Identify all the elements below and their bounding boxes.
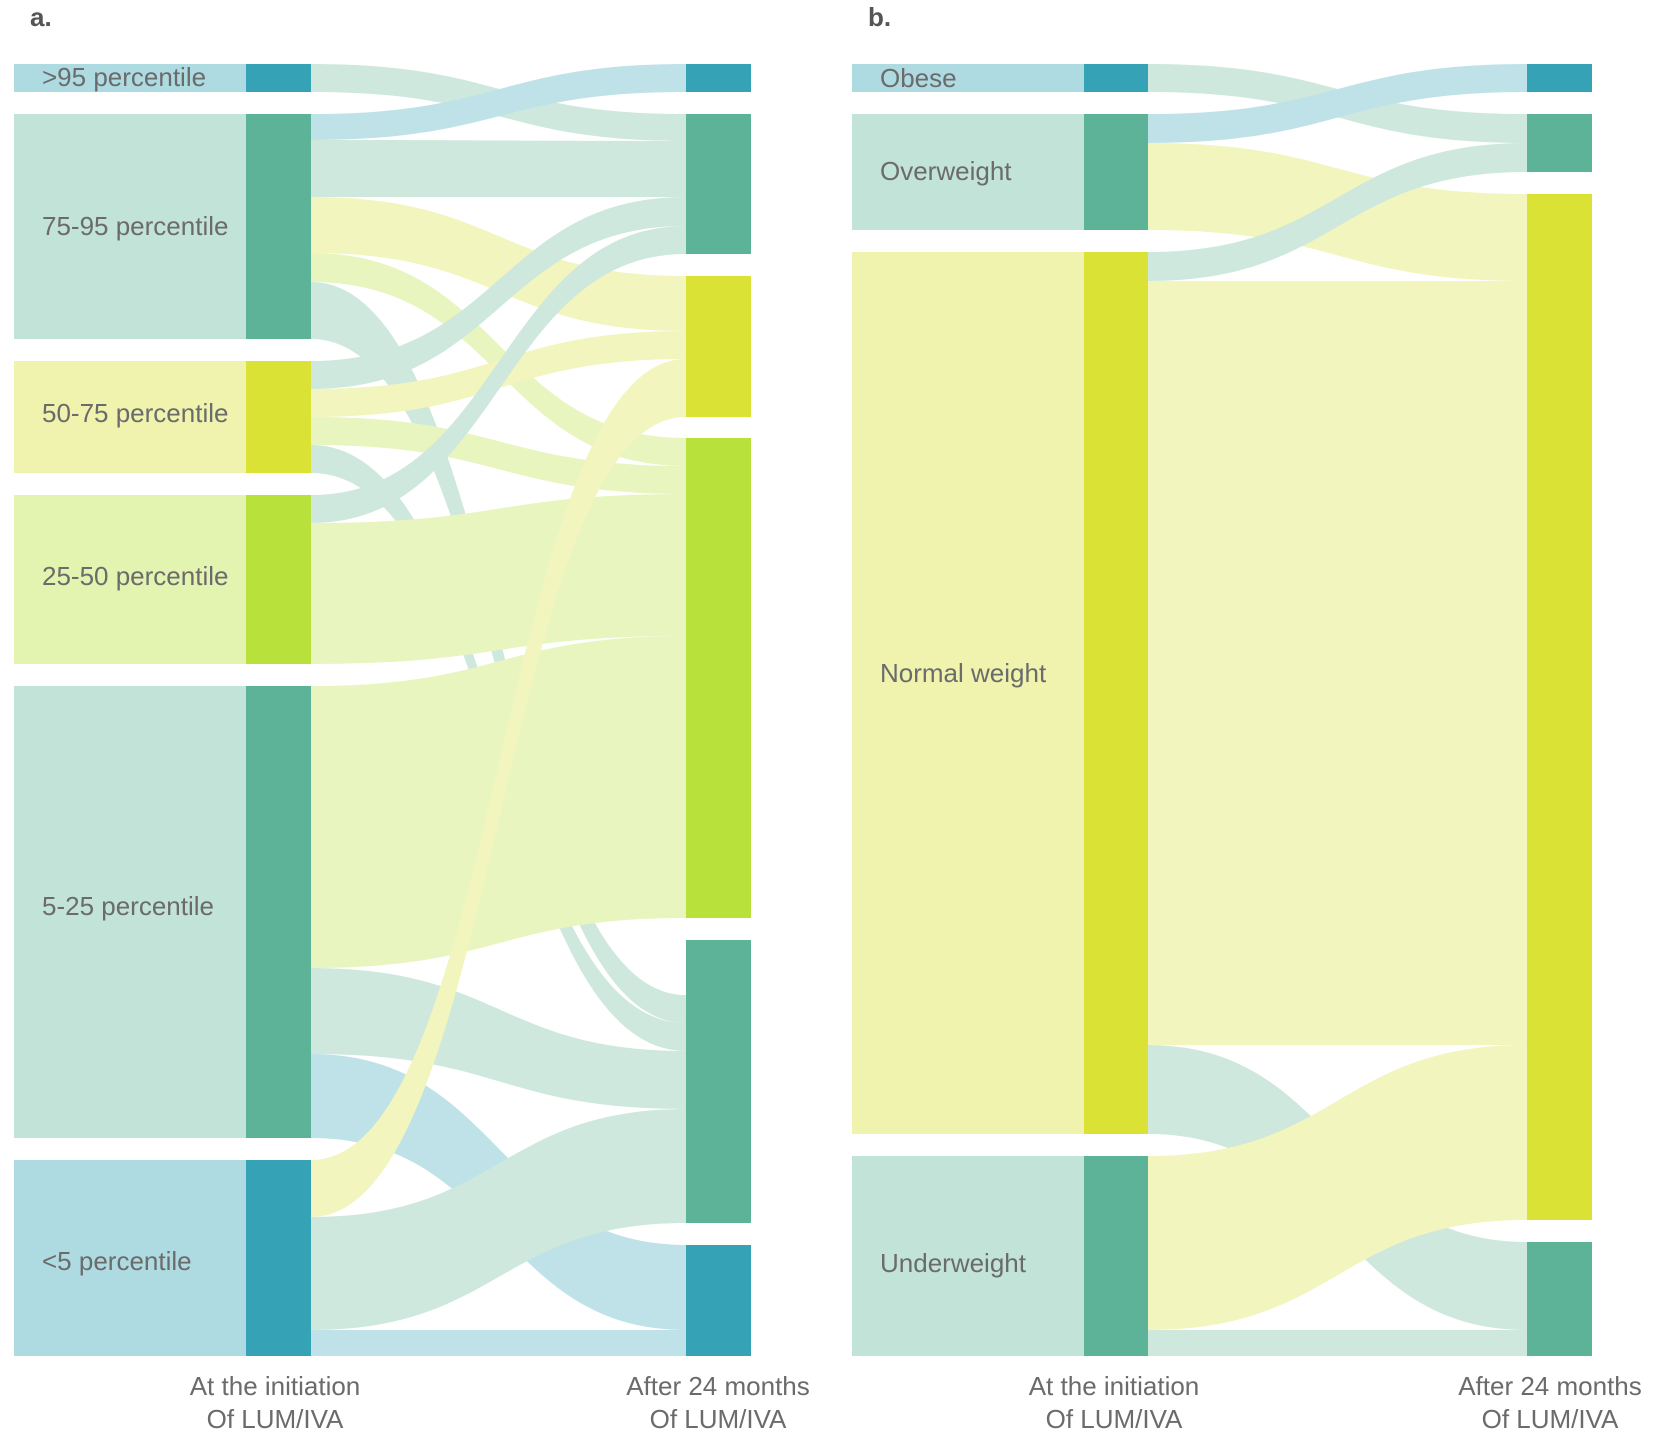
label-a-lt5: <5 percentile [42, 1246, 192, 1276]
node-a-right-gt95 [686, 64, 751, 92]
panel-a-right-nodes [686, 64, 751, 1356]
node-a-right-50-75 [686, 276, 751, 417]
axis-b-right-line1: After 24 months [1458, 1371, 1642, 1401]
flow-b-underweight-to-normal [1148, 1045, 1527, 1330]
node-a-left-25-50 [246, 495, 311, 664]
band-a-25-50 [14, 495, 246, 664]
band-a-5-25 [14, 686, 246, 1138]
band-a-lt5 [14, 1160, 246, 1356]
flow-a-75-95-to-25-50 [311, 253, 686, 466]
node-a-right-25-50 [686, 438, 751, 918]
panel-a-labels: >95 percentile 75-95 percentile 50-75 pe… [42, 62, 228, 1276]
axis-a-left-line1: At the initiation [190, 1371, 361, 1401]
node-a-right-75-95 [686, 114, 751, 254]
band-a-75-95 [14, 114, 246, 339]
node-a-left-75-95 [246, 114, 311, 339]
flow-a-75-95-to-gt95 [311, 64, 686, 140]
band-b-normal [852, 252, 1084, 1134]
axis-b-left-line1: At the initiation [1029, 1371, 1200, 1401]
panel-b-letter: b. [868, 2, 891, 32]
panel-a: a. [14, 2, 810, 1434]
node-a-left-lt5 [246, 1160, 311, 1356]
label-b-normal: Normal weight [880, 658, 1047, 688]
label-b-underweight: Underweight [880, 1248, 1027, 1278]
band-b-obese [852, 64, 1084, 92]
flow-a-75-95-to-5-25 [311, 282, 686, 1023]
node-b-right-overweight [1527, 114, 1592, 172]
axis-b-left-line2: Of LUM/IVA [1046, 1404, 1183, 1434]
label-b-obese: Obese [880, 63, 957, 93]
node-a-right-lt5 [686, 1245, 751, 1356]
label-a-gt95: >95 percentile [42, 62, 206, 92]
node-a-left-gt95 [246, 64, 311, 92]
panel-a-left-bands [14, 64, 246, 1356]
flow-a-25-50-to-25-50 [311, 494, 686, 664]
node-b-left-normal [1084, 252, 1148, 1134]
band-a-50-75 [14, 361, 246, 473]
node-b-left-underweight [1084, 1156, 1148, 1356]
flow-a-lt5-to-lt5 [311, 1330, 686, 1356]
panel-b-left-nodes [1084, 64, 1148, 1356]
node-b-left-obese [1084, 64, 1148, 92]
flow-a-25-50-to-75-95 [311, 226, 686, 523]
node-b-right-underweight [1527, 1242, 1592, 1356]
axis-a-right-line1: After 24 months [626, 1371, 810, 1401]
panel-a-flows [311, 64, 686, 1356]
flow-a-lt5-to-5-25 [311, 1109, 686, 1330]
panel-b-flows [1148, 64, 1527, 1356]
label-a-50-75: 50-75 percentile [42, 398, 228, 428]
axis-a-left-line2: Of LUM/IVA [207, 1404, 344, 1434]
flow-b-normal-to-overweight [1148, 143, 1527, 281]
node-a-right-5-25 [686, 940, 751, 1223]
node-a-left-5-25 [246, 686, 311, 1138]
label-a-5-25: 5-25 percentile [42, 891, 214, 921]
label-a-75-95: 75-95 percentile [42, 211, 228, 241]
panel-b: b. [852, 2, 1642, 1434]
panel-b-left-bands [852, 64, 1084, 1356]
band-a-gt95 [14, 64, 246, 92]
node-b-left-overweight [1084, 114, 1148, 230]
flow-b-normal-to-normal [1148, 281, 1527, 1045]
node-a-left-50-75 [246, 361, 311, 473]
axis-b-right-line2: Of LUM/IVA [1482, 1404, 1619, 1434]
node-b-right-obese [1527, 64, 1592, 92]
panel-b-labels: Obese Overweight Normal weight Underweig… [880, 63, 1047, 1278]
flow-a-5-25-to-5-25 [311, 968, 686, 1109]
band-b-overweight [852, 114, 1084, 230]
panel-b-right-nodes [1527, 64, 1592, 1356]
flow-a-75-95-to-75-95 [311, 140, 686, 197]
node-b-right-normal [1527, 194, 1592, 1220]
flow-a-lt5-to-50-75 [311, 359, 686, 1217]
label-a-25-50: 25-50 percentile [42, 561, 228, 591]
flow-a-75-95-to-50-75 [311, 197, 686, 331]
panel-a-left-nodes [246, 64, 311, 1356]
flow-a-50-75-to-75-95 [311, 197, 686, 389]
label-b-overweight: Overweight [880, 156, 1012, 186]
axis-a-right-line2: Of LUM/IVA [650, 1404, 787, 1434]
band-b-underweight [852, 1156, 1084, 1356]
flow-b-underweight-to-underweight [1148, 1330, 1527, 1356]
flow-b-overweight-to-obese [1148, 64, 1527, 143]
panel-a-letter: a. [30, 2, 52, 32]
